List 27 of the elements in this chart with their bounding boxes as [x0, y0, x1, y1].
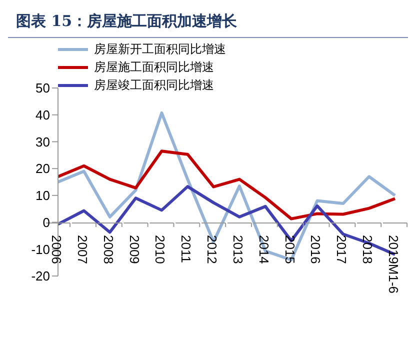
y-tick-label: -10: [31, 242, 50, 257]
x-tick-label: 2008: [100, 235, 116, 264]
y-tick-label: 30: [36, 134, 50, 150]
x-tick-label: 2009: [126, 235, 142, 264]
y-tick-label: 10: [36, 188, 50, 204]
line-series: [56, 150, 396, 220]
x-tick-label: 2010: [152, 235, 168, 264]
legend-label: 房屋竣工面积同比增速: [94, 77, 214, 94]
y-tick-label: 40: [36, 107, 50, 122]
x-tick-label: 2007: [74, 235, 90, 264]
legend-label: 房屋施工面积同比增速: [94, 59, 214, 76]
x-tick-label: 2016: [308, 235, 324, 264]
x-tick-label: 2015: [282, 235, 298, 264]
y-tick-label: 0: [42, 214, 50, 230]
x-tick-label: 2014: [256, 235, 272, 264]
x-tick-label: 2012: [204, 235, 220, 264]
x-tick-label: 2019M1-6: [386, 235, 401, 294]
x-tick-label: 2011: [178, 235, 194, 263]
x-tick-label: 2017: [334, 235, 350, 264]
x-tick-label: 2006: [49, 235, 64, 264]
x-tick-label: 2018: [360, 235, 376, 264]
chart-title: 图表 15：房屋施工面积加速增长: [8, 8, 408, 38]
x-tick-label: 2013: [230, 235, 246, 264]
y-tick-label: 20: [36, 161, 50, 176]
y-tick-label: 50: [36, 80, 50, 96]
legend-label: 房屋新开工面积同比增速: [94, 41, 226, 58]
y-tick-label: -20: [31, 268, 50, 284]
